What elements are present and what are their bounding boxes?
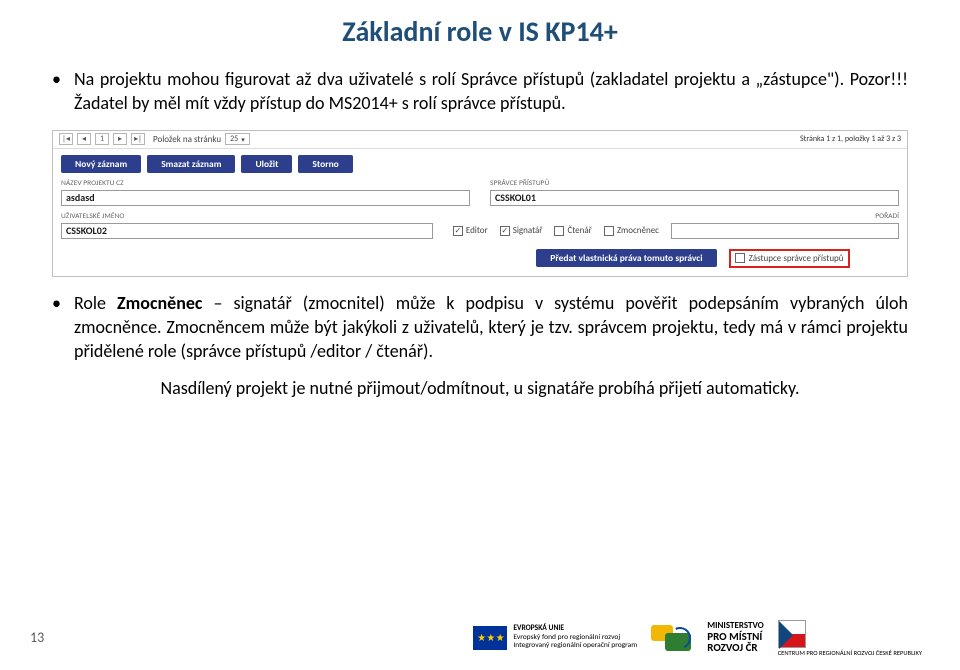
pager-size-select[interactable]: 25 <box>225 133 250 145</box>
pager-last-icon[interactable]: ▸| <box>131 133 145 145</box>
pager-next-icon[interactable]: ▸ <box>113 133 127 145</box>
crr-logo-block: CENTRUM PRO REGIONÁLNÍ ROZVOJ ČESKÉ REPU… <box>778 620 922 657</box>
bullet-1: • Na projektu mohou figurovat až dva uži… <box>52 67 908 116</box>
input-poradi[interactable] <box>671 223 899 239</box>
pager-prev-icon[interactable]: ◂ <box>77 133 91 145</box>
label-spravce: SPRÁVCE PŘÍSTUPŮ <box>490 179 899 188</box>
bullet-1-text: Na projektu mohou figurovat až dva uživa… <box>74 67 908 116</box>
label-project-name: NÁZEV PROJEKTU CZ <box>61 179 470 188</box>
pager-first-icon[interactable]: |◂ <box>59 133 73 145</box>
bullet-dot-icon: • <box>52 67 74 116</box>
role-checkboxes: ✓Editor ✓Signatář Čtenář Zmocněnec <box>453 223 899 239</box>
bullet-2: • Role Zmocněnec – signatář (zmocnitel) … <box>52 291 908 364</box>
input-username[interactable]: CSSKOL02 <box>61 223 433 239</box>
form-row-3: Předat vlastnická práva tomuto správci Z… <box>53 245 907 276</box>
center-note: Nasdílený projekt je nutné přijmout/odmí… <box>52 377 908 399</box>
content-area: • Na projektu mohou figurovat až dva uži… <box>0 67 960 399</box>
checkbox-ctenar[interactable]: Čtenář <box>554 225 591 236</box>
form-row-2: UŽIVATELSKÉ JMÉNO CSSKOL02 POŘADÍ ✓Edito… <box>53 212 907 245</box>
crr-emblem-icon <box>778 620 806 648</box>
label-username: UŽIVATELSKÉ JMÉNO <box>61 212 433 221</box>
eu-logo-block: ★ ★ ★ EVROPSKÁ UNIE Evropský fond pro re… <box>473 625 637 650</box>
pager-page: 1 <box>95 133 109 145</box>
bullet-dot-icon: • <box>52 291 74 364</box>
form-row-1: NÁZEV PROJEKTU CZ asdasd SPRÁVCE PŘÍSTUP… <box>53 179 907 212</box>
new-record-button[interactable]: Nový záznam <box>61 155 141 173</box>
pager-bar: |◂ ◂ 1 ▸ ▸| Položek na stránku 25 Stránk… <box>53 131 907 149</box>
save-button[interactable]: Uložit <box>241 155 292 173</box>
page-number: 13 <box>30 629 44 646</box>
eu-flag-icon: ★ ★ ★ <box>473 626 507 650</box>
transfer-ownership-button[interactable]: Předat vlastnická práva tomuto správci <box>536 249 716 267</box>
input-spravce[interactable]: CSSKOL01 <box>490 190 899 206</box>
pager-label: Položek na stránku <box>153 134 221 145</box>
label-poradi: POŘADÍ <box>453 212 899 221</box>
footer: 13 ★ ★ ★ EVROPSKÁ UNIE Evropský fond pro… <box>0 620 960 657</box>
eu-text: EVROPSKÁ UNIE Evropský fond pro regionál… <box>513 625 637 650</box>
checkbox-zastupce-highlight[interactable]: Zástupce správce přístupů <box>729 249 850 268</box>
delete-record-button[interactable]: Smazat záznam <box>147 155 235 173</box>
checkbox-zmocnenec[interactable]: Zmocněnec <box>604 225 659 236</box>
mmr-text: MINISTERSTVO PRO MÍSTNÍ ROZVOJ ČR <box>707 621 763 654</box>
toolbar: Nový záznam Smazat záznam Uložit Storno <box>53 149 907 179</box>
input-project-name[interactable]: asdasd <box>61 190 470 206</box>
embedded-screenshot: |◂ ◂ 1 ▸ ▸| Položek na stránku 25 Stránk… <box>52 130 908 277</box>
cancel-button[interactable]: Storno <box>298 155 352 173</box>
footer-logos: ★ ★ ★ EVROPSKÁ UNIE Evropský fond pro re… <box>473 620 922 657</box>
checkbox-signatar[interactable]: ✓Signatář <box>500 225 543 236</box>
crr-text: CENTRUM PRO REGIONÁLNÍ ROZVOJ ČESKÉ REPU… <box>778 650 922 657</box>
pager-summary: Stránka 1 z 1, položky 1 až 3 z 3 <box>800 134 901 144</box>
page-title: Základní role v IS KP14+ <box>0 14 960 49</box>
checkbox-editor[interactable]: ✓Editor <box>453 225 488 236</box>
bullet-2-text: Role Zmocněnec – signatář (zmocnitel) mů… <box>74 291 908 364</box>
iop-logo-icon <box>651 625 693 651</box>
